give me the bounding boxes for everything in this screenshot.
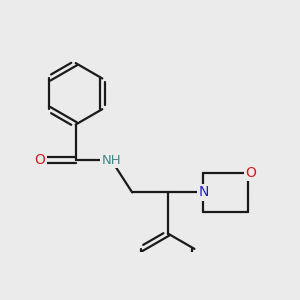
Text: O: O xyxy=(34,153,46,167)
Text: N: N xyxy=(198,185,209,200)
Text: O: O xyxy=(245,166,256,180)
Text: NH: NH xyxy=(101,154,121,167)
